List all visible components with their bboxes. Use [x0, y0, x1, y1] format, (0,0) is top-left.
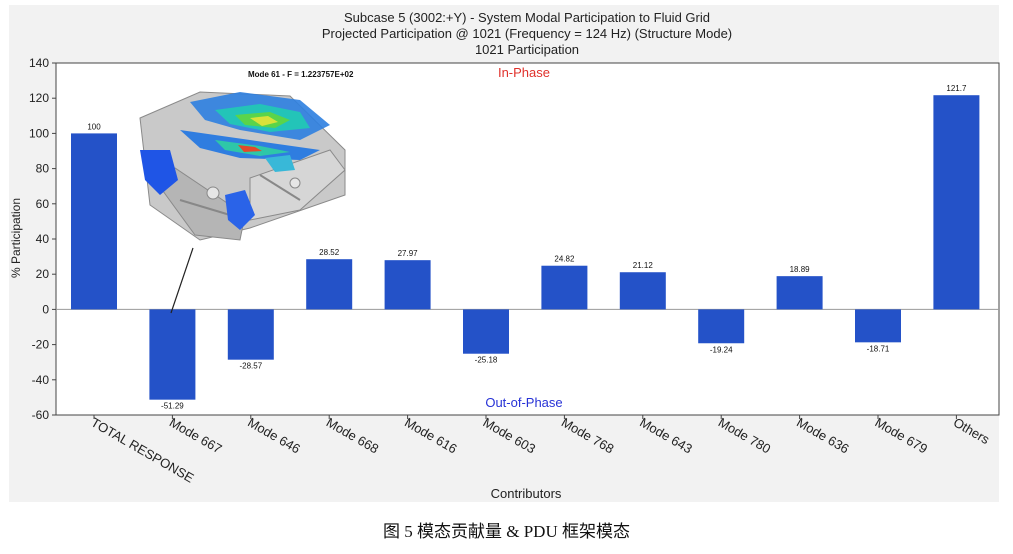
y-tick-label: -40: [32, 373, 50, 387]
bar-value-label: -18.71: [867, 344, 890, 353]
x-tick-label: Mode 679: [873, 415, 931, 457]
bar: [541, 265, 588, 310]
bar: [855, 309, 901, 343]
y-axis-ticks: -60 -40 -20 0 20 40 60 80 100 120 140: [29, 56, 56, 422]
mode-shape-inset: Mode 61 - F = 1.223757E+02: [139, 70, 354, 314]
bar: [933, 95, 980, 310]
bar-value-label: 21.12: [633, 261, 654, 270]
y-tick-label: 0: [42, 302, 49, 316]
x-tick-label: Mode 667: [167, 415, 225, 457]
x-tick-label: Mode 668: [324, 415, 382, 457]
y-tick-label: 80: [36, 162, 50, 176]
x-tick-label: Mode 636: [794, 415, 852, 457]
x-axis-label: Contributors: [491, 486, 562, 501]
bar: [619, 272, 666, 310]
bar: [71, 133, 117, 310]
y-tick-label: 40: [36, 232, 50, 246]
y-tick-label: 20: [36, 267, 50, 281]
figure-caption: 图 5 模态贡献量 & PDU 框架模态: [383, 522, 630, 541]
x-tick-label: Others: [951, 415, 993, 448]
y-tick-label: 120: [29, 91, 49, 105]
bar: [698, 309, 745, 344]
bar-value-label: 24.82: [554, 255, 575, 264]
bar-value-label: 28.52: [319, 248, 340, 257]
bar: [463, 309, 509, 354]
bar: [149, 309, 196, 400]
bars-group: 100 -51.29 -28.57 28.52 27.97 -25.18 24.82 21.1…: [71, 84, 980, 411]
bar: [776, 276, 823, 310]
x-tick-label: Mode 616: [402, 415, 460, 457]
bar-value-label: 18.89: [790, 265, 811, 274]
x-tick-label: Mode 643: [637, 415, 695, 457]
x-tick-label: Mode 646: [245, 415, 303, 457]
chart-subtitle-2: 1021 Participation: [475, 42, 579, 57]
bar-value-label: -28.57: [239, 362, 262, 371]
bar-value-label: -19.24: [710, 345, 733, 354]
y-tick-label: 100: [29, 126, 49, 140]
pdu-frame-picture: [139, 91, 346, 241]
inset-pointer-line: [170, 247, 194, 314]
x-tick-label: Mode 768: [559, 415, 617, 457]
bar-value-label: -25.18: [475, 356, 498, 365]
bar-value-label: 100: [87, 122, 101, 131]
bar: [384, 260, 431, 310]
chart-title: Subcase 5 (3002:+Y) - System Modal Parti…: [344, 10, 710, 25]
y-tick-label: 60: [36, 197, 50, 211]
y-tick-label: -20: [32, 338, 50, 352]
inset-mode-label: Mode 61 - F = 1.223757E+02: [248, 70, 354, 79]
x-tick-label: Mode 603: [481, 415, 539, 457]
chart-subtitle-1: Projected Participation @ 1021 (Frequenc…: [322, 26, 732, 41]
y-axis-label: % Participation: [9, 198, 23, 278]
in-phase-label: In-Phase: [498, 65, 550, 80]
x-tick-label: Mode 780: [716, 415, 774, 457]
bar: [306, 259, 353, 310]
bar-value-label: 27.97: [398, 249, 419, 258]
y-tick-label: -60: [32, 408, 50, 422]
bar-value-label: 121.7: [946, 84, 967, 93]
out-of-phase-label: Out-of-Phase: [485, 395, 562, 410]
bar-value-label: -51.29: [161, 402, 184, 411]
y-tick-label: 140: [29, 56, 49, 70]
bar: [227, 309, 274, 360]
